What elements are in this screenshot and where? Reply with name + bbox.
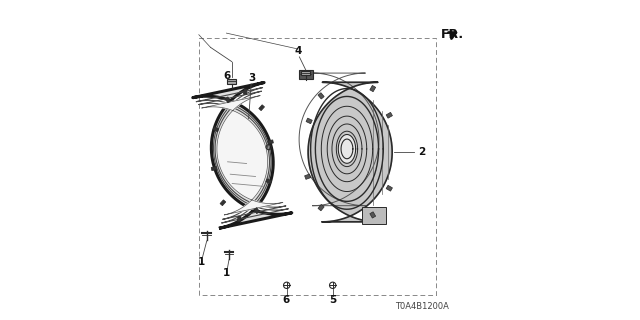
Text: 4: 4 xyxy=(294,45,301,56)
Text: 1: 1 xyxy=(223,268,230,278)
Bar xyxy=(220,200,226,206)
Text: 6: 6 xyxy=(282,295,290,305)
Bar xyxy=(386,185,392,191)
Polygon shape xyxy=(341,139,353,159)
Bar xyxy=(225,97,230,103)
Bar xyxy=(386,112,392,118)
Text: 5: 5 xyxy=(329,295,336,305)
Bar xyxy=(318,93,324,99)
Text: T0A4B1200A: T0A4B1200A xyxy=(395,302,449,311)
Bar xyxy=(213,127,219,132)
Text: 1: 1 xyxy=(197,257,205,267)
Bar xyxy=(211,166,217,171)
Text: 2: 2 xyxy=(418,147,425,157)
Bar xyxy=(318,204,324,211)
Bar xyxy=(370,212,376,218)
Text: FR.: FR. xyxy=(440,28,463,41)
Polygon shape xyxy=(339,134,356,163)
Polygon shape xyxy=(202,96,283,215)
Bar xyxy=(266,179,271,184)
Bar xyxy=(254,208,259,214)
Bar xyxy=(237,216,241,221)
FancyBboxPatch shape xyxy=(301,70,310,75)
FancyBboxPatch shape xyxy=(362,207,386,224)
Bar xyxy=(243,89,247,94)
FancyBboxPatch shape xyxy=(299,70,313,79)
Bar xyxy=(259,105,264,111)
Text: 6: 6 xyxy=(223,71,230,81)
Text: 3: 3 xyxy=(249,73,256,83)
Bar xyxy=(305,174,310,180)
FancyBboxPatch shape xyxy=(227,79,236,84)
Polygon shape xyxy=(193,83,292,228)
Bar xyxy=(370,85,376,92)
Polygon shape xyxy=(308,82,392,222)
Bar xyxy=(306,118,312,124)
Bar xyxy=(268,140,273,144)
